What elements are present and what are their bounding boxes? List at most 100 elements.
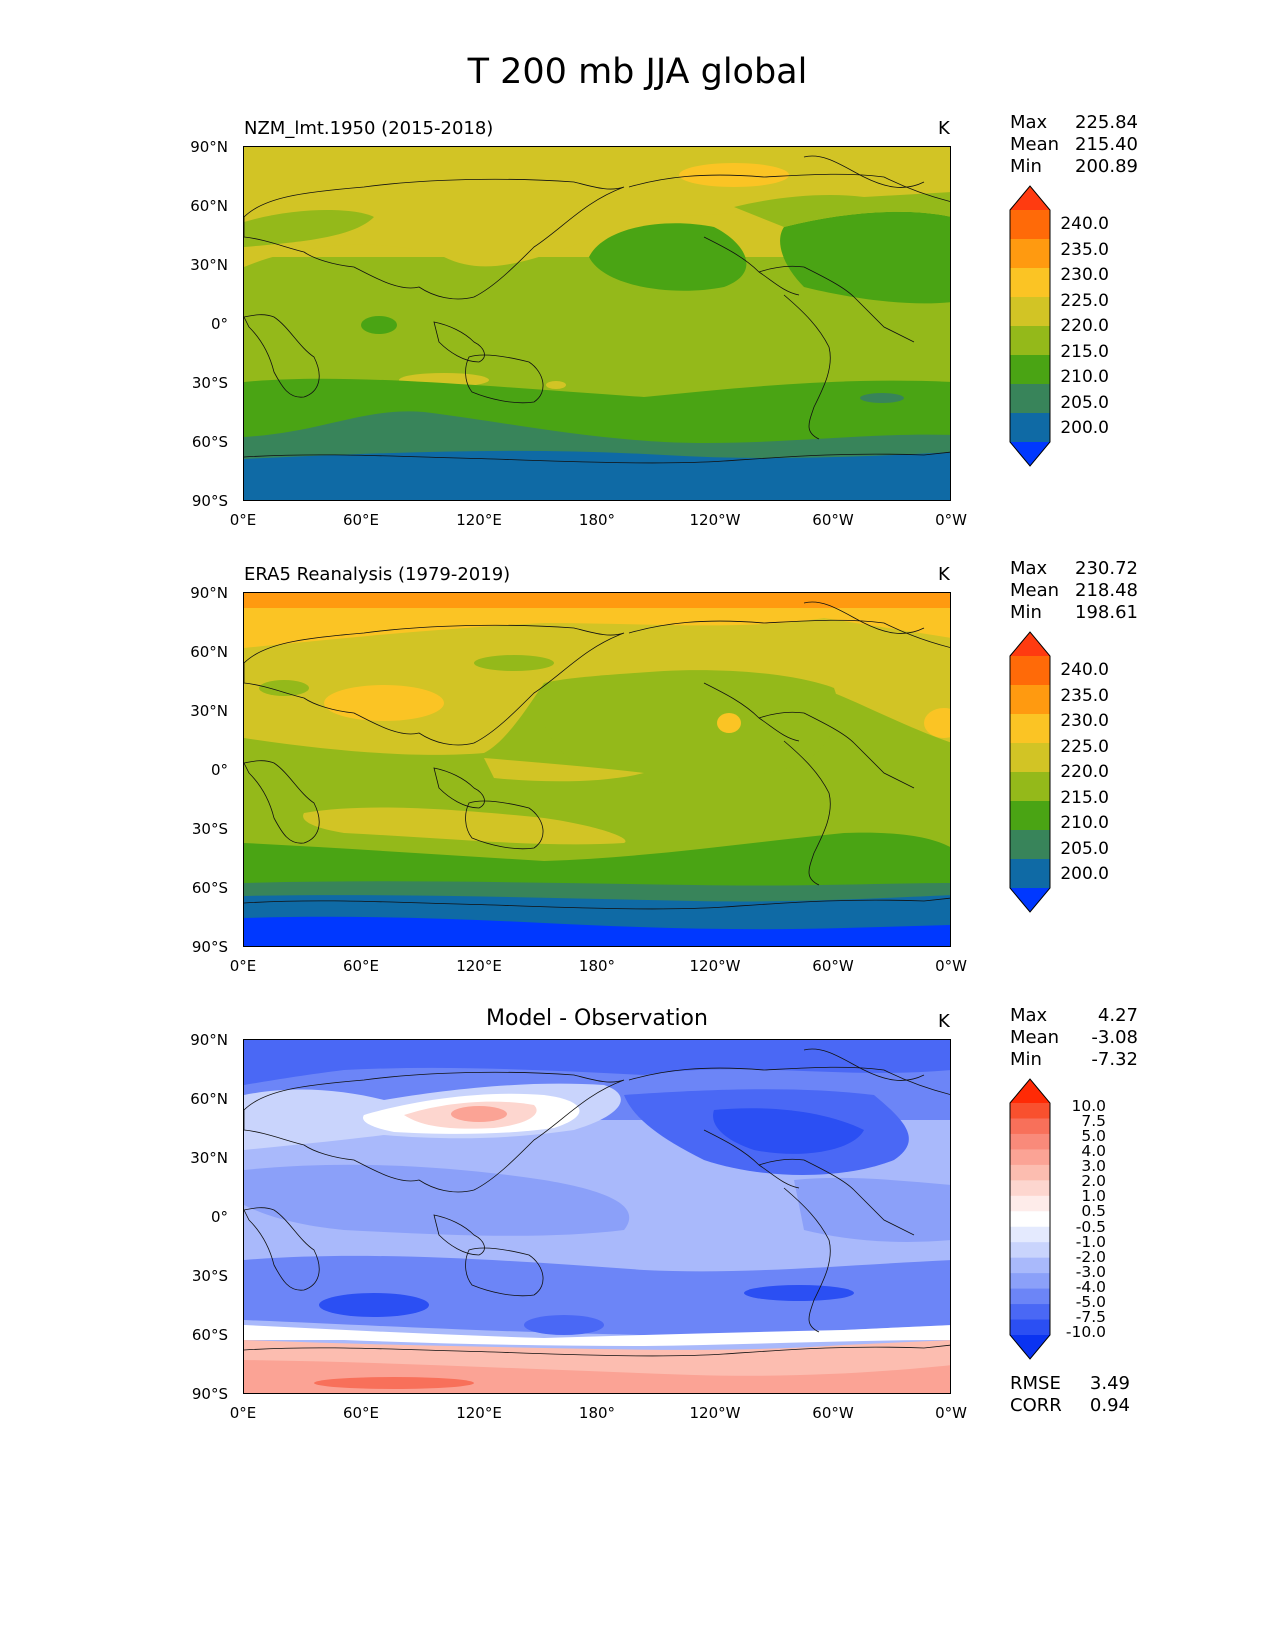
colorbar-tick-label: -2.0: [1075, 1247, 1106, 1266]
panel2-lat-tick: 0°: [210, 761, 228, 779]
colorbar-tick-label: 2.0: [1081, 1172, 1106, 1191]
colorbar-tick-label: 1.0: [1081, 1187, 1106, 1206]
panel3-colorbar-graphic: [1009, 1078, 1051, 1360]
max-value: 230.72: [1075, 558, 1138, 579]
colorbar-swatch: [1010, 413, 1050, 443]
colorbar-swatch: [1010, 1257, 1050, 1274]
panel2-lon-tick: 60°W: [812, 957, 854, 975]
corr-label: CORR: [1010, 1395, 1062, 1416]
colorbar-outline: [1009, 1078, 1051, 1360]
colorbar-tick-label: 220.0: [1060, 316, 1109, 336]
colorbar-tick-label: -10.0: [1065, 1323, 1106, 1342]
mean-label: Mean: [1010, 580, 1060, 601]
panel2-lon-tick: 120°E: [456, 957, 502, 975]
panel3-lon-tick: 60°W: [812, 1404, 854, 1422]
panel3-contour-field: [244, 1040, 950, 1393]
colorbar-swatch: [1010, 1273, 1050, 1290]
min-label: Min: [1010, 156, 1042, 177]
colorbar-swatch: [1010, 830, 1050, 860]
max-value: 4.27: [1097, 1005, 1138, 1026]
max-value: 225.84: [1075, 112, 1138, 133]
max-label: Max: [1010, 558, 1048, 579]
panel1-map: [243, 146, 951, 501]
panel1-lat-tick: 60°N: [190, 197, 228, 215]
panel2-lon-tick: 180°: [578, 957, 616, 975]
colorbar-swatch: [1010, 1180, 1050, 1197]
panel3-lat-tick: 30°N: [190, 1149, 228, 1167]
colorbar-tick-label: -4.0: [1075, 1277, 1106, 1296]
panel1-lat-tick: 90°S: [191, 492, 228, 510]
colorbar-extend-max: [1010, 186, 1050, 210]
colorbar-tick-label: 4.0: [1081, 1142, 1106, 1161]
min-label: Min: [1010, 602, 1042, 623]
min-value: 198.61: [1075, 602, 1138, 623]
colorbar-swatch: [1010, 1164, 1050, 1181]
panel2-contour-field: [244, 593, 950, 946]
panel3-lon-tick: 120°E: [456, 1404, 502, 1422]
colorbar-swatch: [1010, 326, 1050, 356]
panel3-lon-tick: 0°W: [935, 1404, 967, 1422]
panel3-coastlines: [244, 1048, 950, 1357]
panel1-unit: K: [938, 118, 950, 139]
panel1-lon-tick: 180°: [578, 511, 616, 529]
panel2-map: [243, 592, 951, 947]
colorbar-swatch: [1010, 297, 1050, 327]
panel2-stats: Max 230.72 Mean 218.48 Min 198.61: [1010, 558, 1138, 624]
colorbar-swatch: [1010, 1226, 1050, 1243]
colorbar-swatch: [1010, 1288, 1050, 1305]
colorbar-tick-label: 205.0: [1060, 838, 1109, 859]
colorbar-swatch: [1010, 656, 1050, 686]
panel1-lat-tick: 90°N: [190, 138, 228, 156]
panel1-contour-field: [244, 147, 950, 500]
colorbar-tick-label: 200.0: [1060, 418, 1109, 438]
panel1-stats: Max 225.84 Mean 215.40 Min 200.89: [1010, 112, 1138, 178]
colorbar-tick-label: 230.0: [1060, 711, 1109, 731]
panel2-coastlines: [244, 601, 950, 910]
colorbar-tick-label: -5.0: [1075, 1292, 1106, 1311]
colorbar-tick-label: -0.5: [1075, 1217, 1106, 1236]
panel1-coastlines: [244, 155, 950, 464]
colorbar-tick-label: 235.0: [1060, 685, 1109, 706]
panel3-lon-tick: 60°E: [342, 1404, 380, 1422]
colorbar-extend-min: [1010, 1335, 1050, 1359]
colorbar-swatch: [1010, 1211, 1050, 1228]
colorbar-tick-label: 210.0: [1060, 813, 1109, 833]
colorbar-tick-label: -3.0: [1075, 1262, 1106, 1281]
colorbar-extend-min: [1010, 888, 1050, 912]
panel2-lon-tick: 60°E: [342, 957, 380, 975]
panel2-lon-tick: 0°W: [935, 957, 967, 975]
colorbar-tick-label: 230.0: [1060, 265, 1109, 285]
colorbar-swatch: [1010, 714, 1050, 744]
colorbar-swatch: [1010, 268, 1050, 298]
colorbar-tick-label: 7.5: [1081, 1112, 1106, 1131]
colorbar-outline: [1009, 631, 1051, 913]
colorbar-outline: [1009, 185, 1051, 467]
panel3-lat-tick: 30°S: [191, 1267, 228, 1285]
panel3-lat-tick: 90°S: [191, 1385, 228, 1403]
panel2-lat-tick: 30°N: [190, 702, 228, 720]
colorbar-swatch: [1010, 384, 1050, 414]
panel3-metrics: RMSE 3.49 CORR 0.94: [1010, 1373, 1130, 1417]
colorbar-extend-max: [1010, 632, 1050, 656]
panel3-stats: Max 4.27 Mean -3.08 Min -7.32: [1010, 1005, 1138, 1071]
colorbar-swatch: [1010, 1195, 1050, 1212]
colorbar-swatch: [1010, 772, 1050, 802]
panel1-lon-tick: 0°W: [935, 511, 967, 529]
colorbar-tick-label: 205.0: [1060, 392, 1109, 413]
colorbar-tick-label: 215.0: [1060, 341, 1109, 362]
colorbar-tick-label: 220.0: [1060, 762, 1109, 782]
panel2-colorbar-graphic: [1009, 631, 1051, 913]
colorbar-swatch: [1010, 1118, 1050, 1135]
mean-value: 215.40: [1075, 134, 1138, 155]
colorbar-tick-label: -1.0: [1075, 1232, 1106, 1251]
panel2-title: ERA5 Reanalysis (1979-2019): [244, 564, 511, 585]
panel1-colorbar-graphic: [1009, 185, 1051, 467]
colorbar-tick-label: 240.0: [1060, 660, 1109, 680]
panel1-lon-tick: 60°E: [342, 511, 380, 529]
min-value: -7.32: [1091, 1049, 1138, 1070]
colorbar-tick-label: 225.0: [1060, 290, 1109, 311]
colorbar-swatch: [1010, 685, 1050, 715]
panel3-lon-tick: 180°: [578, 1404, 616, 1422]
panel2-lat-tick: 90°S: [191, 938, 228, 956]
panel2-lon-tick: 0°E: [229, 957, 257, 975]
